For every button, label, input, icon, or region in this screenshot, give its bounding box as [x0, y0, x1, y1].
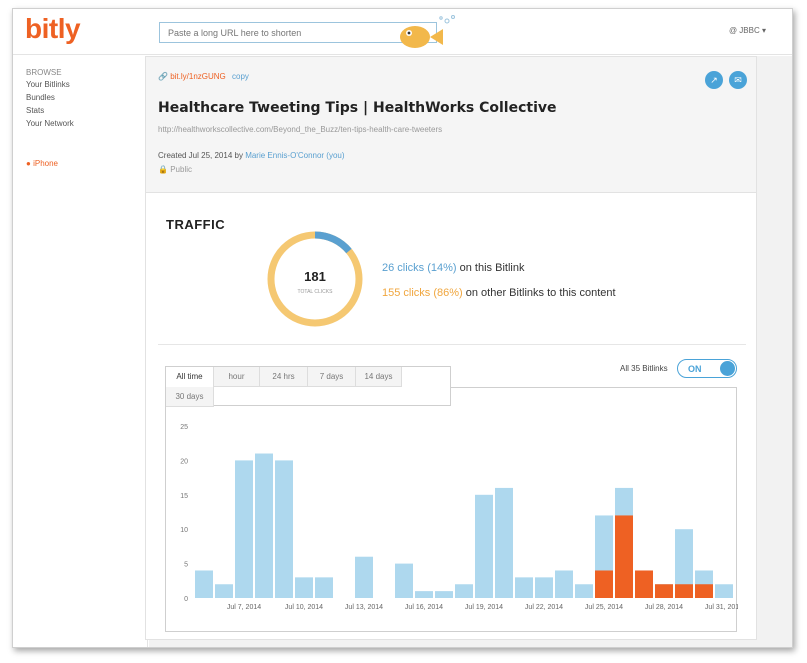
clicks-bar-chart: 0 5 10 15 20 25 Jul 7, 2014 Jul 10, 2014 Jul 13,… — [180, 424, 738, 611]
time-range-tabs: All time hour 24 hrs 7 days 14 days 30 d… — [165, 366, 451, 407]
tab-7-days[interactable]: 7 days — [308, 367, 356, 387]
y-tick-label: 5 — [184, 562, 188, 569]
clicks-chart: 0 5 10 15 20 25 Jul 7, 2014 Jul 10, 2014 Jul 13,… — [165, 387, 738, 632]
bar-this-bitlink-clicks[interactable] — [595, 570, 613, 598]
x-tick-label: Jul 13, 2014 — [345, 604, 383, 611]
bar-all-clicks[interactable] — [715, 584, 733, 598]
x-tick-label: Jul 10, 2014 — [285, 604, 323, 611]
iphone-label: iPhone — [33, 159, 58, 168]
caret-down-icon: ▾ — [761, 26, 766, 35]
y-tick-label: 10 — [180, 527, 188, 534]
toggle-state: ON — [688, 364, 702, 374]
tab-hour[interactable]: hour — [214, 367, 260, 387]
y-tick-label: 0 — [184, 596, 188, 603]
bar-all-clicks[interactable] — [295, 577, 313, 598]
bitlink-detail-card: 🔗 bit.ly/1nzGUNG copy ↗ ✉ Healthcare Twe… — [145, 56, 757, 640]
bar-all-clicks[interactable] — [535, 577, 553, 598]
this-bitlink-suffix: on this Bitlink — [459, 262, 525, 274]
y-tick-label: 25 — [180, 424, 188, 431]
other-bitlinks-suffix: on other Bitlinks to this content — [465, 287, 616, 299]
y-tick-label: 15 — [180, 493, 188, 500]
bar-all-clicks[interactable] — [195, 570, 213, 598]
globe-icon — [720, 361, 735, 376]
short-link[interactable]: 🔗 bit.ly/1nzGUNG copy — [158, 72, 249, 81]
bar-all-clicks[interactable] — [235, 460, 253, 598]
this-bitlink-clicks: 26 clicks (14%) — [382, 262, 457, 274]
other-bitlinks-clicks: 155 clicks (86%) — [382, 287, 463, 299]
bar-all-clicks[interactable] — [495, 487, 513, 598]
short-link-text: bit.ly/1nzGUNG — [170, 72, 226, 81]
x-tick-label: Jul 22, 2014 — [525, 604, 563, 611]
bitlink-header: 🔗 bit.ly/1nzGUNG copy ↗ ✉ Healthcare Twe… — [146, 57, 756, 193]
tab-all-time[interactable]: All time — [166, 367, 214, 387]
bar-all-clicks[interactable] — [215, 584, 233, 598]
bar-this-bitlink-clicks[interactable] — [675, 584, 693, 598]
x-tick-label: Jul 31, 2014 — [705, 604, 738, 611]
top-bar: bitly @ JBBC ▾ — [13, 9, 792, 55]
bar-all-clicks[interactable] — [355, 556, 373, 598]
sidebar-item-iphone[interactable]: ● iPhone — [26, 159, 58, 168]
this-bitlink-stat: 26 clicks (14%) on this Bitlink — [382, 262, 524, 274]
share-icon[interactable]: ↗ — [705, 71, 723, 89]
total-clicks-number: 181 — [304, 269, 326, 284]
sidebar: BROWSE Your Bitlinks Bundles Stats Your … — [13, 56, 148, 647]
bar-all-clicks[interactable] — [555, 570, 573, 598]
sidebar-item-stats[interactable]: Stats — [26, 106, 45, 115]
x-tick-label: Jul 19, 2014 — [465, 604, 503, 611]
email-icon[interactable]: ✉ — [729, 71, 747, 89]
bar-all-clicks[interactable] — [275, 460, 293, 598]
total-clicks-label: TOTAL CLICKS — [298, 289, 334, 295]
apple-icon: ● — [26, 159, 31, 168]
bar-this-bitlink-clicks[interactable] — [615, 515, 633, 598]
user-icon: @ — [728, 26, 738, 35]
bar-all-clicks[interactable] — [515, 577, 533, 598]
bar-all-clicks[interactable] — [675, 529, 693, 598]
sidebar-item-your-network[interactable]: Your Network — [26, 119, 74, 128]
bar-all-clicks[interactable] — [315, 577, 333, 598]
bitly-logo[interactable]: bitly — [25, 13, 81, 44]
bar-this-bitlink-clicks[interactable] — [655, 584, 673, 598]
x-tick-label: Jul 16, 2014 — [405, 604, 443, 611]
bar-this-bitlink-clicks[interactable] — [635, 570, 653, 598]
all-bitlinks-toggle[interactable]: ON — [677, 359, 737, 378]
lock-icon: 🔒 — [158, 165, 168, 174]
donut-this-ring — [267, 231, 363, 327]
created-text: Created Jul 25, 2014 by — [158, 151, 243, 160]
bar-all-clicks[interactable] — [475, 494, 493, 598]
privacy-status: 🔒 Public — [158, 165, 192, 174]
bar-all-clicks[interactable] — [415, 591, 433, 598]
bar-all-clicks[interactable] — [395, 563, 413, 598]
x-tick-label: Jul 7, 2014 — [227, 604, 261, 611]
traffic-donut-chart: 181 TOTAL CLICKS — [267, 231, 363, 327]
y-tick-label: 20 — [180, 458, 188, 465]
link-icon: 🔗 — [158, 72, 168, 81]
all-bitlinks-label: All 35 Bitlinks — [620, 364, 668, 373]
bar-all-clicks[interactable] — [435, 591, 453, 598]
sidebar-heading: BROWSE — [26, 68, 62, 77]
tab-14-days[interactable]: 14 days — [356, 367, 402, 387]
long-url[interactable]: http://healthworkscollective.com/Beyond_… — [158, 125, 443, 134]
copy-link[interactable]: copy — [232, 72, 249, 81]
sidebar-item-bundles[interactable]: Bundles — [26, 93, 55, 102]
created-info: Created Jul 25, 2014 by Marie Ennis-O'Co… — [158, 151, 345, 160]
privacy-label: Public — [170, 165, 192, 174]
pufferfish-mascot-icon — [400, 15, 455, 48]
section-divider — [158, 344, 746, 345]
user-menu[interactable]: @ JBBC ▾ — [729, 26, 766, 35]
shorten-url-input[interactable] — [159, 22, 437, 43]
x-tick-label: Jul 25, 2014 — [585, 604, 623, 611]
bar-all-clicks[interactable] — [455, 584, 473, 598]
sidebar-item-your-bitlinks[interactable]: Your Bitlinks — [26, 80, 70, 89]
bar-all-clicks[interactable] — [575, 584, 593, 598]
bar-all-clicks[interactable] — [255, 453, 273, 598]
tab-24-hrs[interactable]: 24 hrs — [260, 367, 308, 387]
tab-30-days[interactable]: 30 days — [166, 387, 214, 407]
user-name: JBBC — [739, 26, 760, 35]
other-bitlinks-stat: 155 clicks (86%) on other Bitlinks to th… — [382, 287, 616, 299]
x-tick-label: Jul 28, 2014 — [645, 604, 683, 611]
traffic-heading: TRAFFIC — [166, 217, 226, 232]
author-link[interactable]: Marie Ennis-O'Connor (you) — [245, 151, 345, 160]
bar-this-bitlink-clicks[interactable] — [695, 584, 713, 598]
page-title: Healthcare Tweeting Tips | HealthWorks C… — [158, 100, 557, 116]
